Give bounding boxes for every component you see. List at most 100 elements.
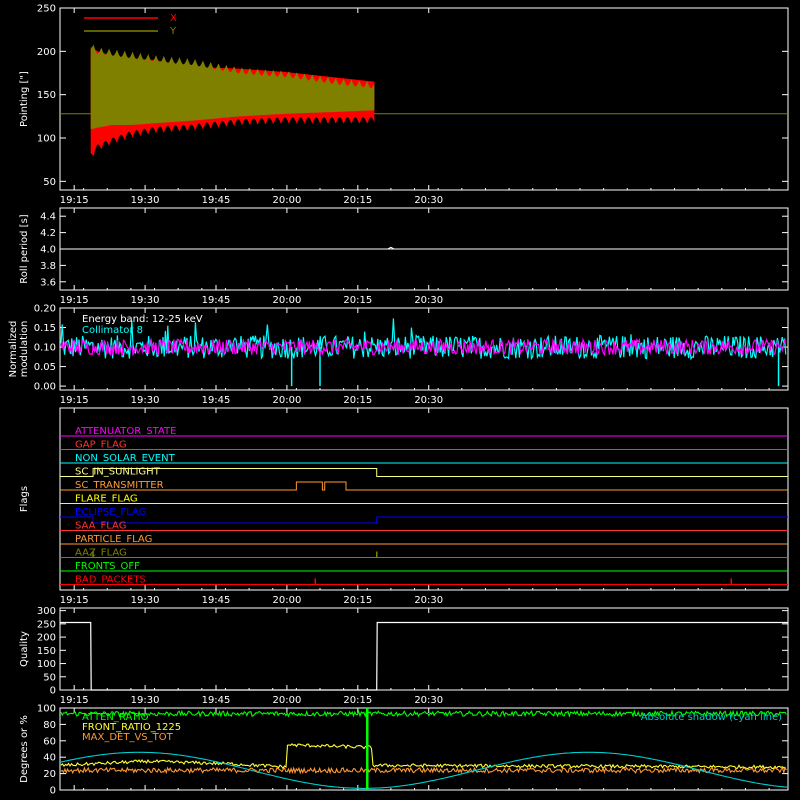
flag-label-sc-in-sunlight: SC_IN_SUNLIGHT <box>75 467 161 478</box>
y-axis-label: Roll period [s] <box>19 214 30 283</box>
panel-frame <box>59 307 789 391</box>
y-tick-label: 50 <box>43 672 56 683</box>
x-tick-label: 20:30 <box>414 595 443 606</box>
y-tick-label: 250 <box>37 619 56 630</box>
flag-label-eclipse-flag: ECLIPSE_FLAG <box>75 507 146 518</box>
y-tick-label: 3.8 <box>40 261 56 272</box>
panel-frame <box>59 407 789 591</box>
panel-frame <box>59 707 789 791</box>
quality-panel: 19:15 19:30 19:45 20:00 20:15 20:30 Quality 0 50… <box>19 606 789 706</box>
y-tick-label: 60 <box>43 736 56 747</box>
pointing-band-y <box>90 44 375 130</box>
x-tick-label: 20:00 <box>272 295 301 306</box>
y-axis-label: Degrees or % <box>19 715 30 783</box>
y-tick-label: 0.05 <box>34 362 56 373</box>
x-tick-label: 19:30 <box>131 695 160 706</box>
x-tick-label: 20:15 <box>343 295 372 306</box>
flag-label-fronts-off: FRONTS_OFF <box>75 561 140 572</box>
ratio-series-max-det-vs-tot <box>60 766 787 775</box>
x-tick-label: 19:15 <box>60 395 89 406</box>
ratio-series-atten-ratio <box>60 709 787 719</box>
y-axis-label: modulation <box>19 321 30 378</box>
x-tick-label: 19:15 <box>60 695 89 706</box>
flag-label-gap-flag: GAP_FLAG <box>75 440 127 451</box>
flag-label-sc-transmitter: SC_TRANSMITTER <box>75 480 164 491</box>
y-tick-label: 250 <box>37 4 56 15</box>
x-tick-label: 19:30 <box>131 595 160 606</box>
x-tick-label: 20:15 <box>343 595 372 606</box>
flag-line-sc-transmitter <box>60 481 788 491</box>
x-tick-label: 19:45 <box>202 395 231 406</box>
roll-period-panel: 19:15 19:30 19:45 20:00 20:15 20:30 Roll perio… <box>19 207 789 306</box>
flag-line-eclipse-flag <box>60 516 788 524</box>
ratio-series-front-ratio-1225 <box>60 743 786 770</box>
y-tick-label: 0.15 <box>34 323 56 334</box>
y-tick-label: 300 <box>37 606 56 617</box>
ratio-series-shadow <box>59 751 789 789</box>
x-tick-label: 19:15 <box>60 195 89 206</box>
y-tick-label: 150 <box>37 646 56 657</box>
flag-label-flare-flag: FLARE_FLAG <box>75 494 138 505</box>
y-tick-label: 100 <box>37 704 56 715</box>
y-tick-label: 40 <box>43 753 56 764</box>
y-axis-label: Flags <box>19 486 30 512</box>
legend-label-y: Y <box>169 26 177 37</box>
x-tick-label: 19:15 <box>60 295 89 306</box>
ratio-legend-front-ratio-1225: FRONT_RATIO_1225 <box>82 722 181 733</box>
y-tick-label: 100 <box>37 659 56 670</box>
x-tick-label: 20:30 <box>414 395 443 406</box>
x-tick-label: 20:15 <box>343 195 372 206</box>
y-tick-label: 200 <box>37 47 56 58</box>
x-tick-label: 20:30 <box>414 295 443 306</box>
y-tick-label: 200 <box>37 633 56 644</box>
y-tick-label: 4.4 <box>40 212 56 223</box>
x-tick-label: 19:45 <box>202 195 231 206</box>
y-tick-label: 4.2 <box>40 228 56 239</box>
pointing-panel: 19:15 19:30 19:45 20:00 20:15 20:30 Pointing [… <box>19 4 789 206</box>
x-tick-label: 19:45 <box>202 595 231 606</box>
x-tick-label: 20:15 <box>343 395 372 406</box>
x-tick-label: 19:30 <box>131 295 160 306</box>
x-tick-label: 20:00 <box>272 595 301 606</box>
y-tick-label: 50 <box>43 177 56 188</box>
x-tick-label: 19:45 <box>202 295 231 306</box>
modulation-series-0 <box>60 318 787 361</box>
flag-label-particle-flag: PARTICLE_FLAG <box>75 534 152 545</box>
x-tick-label: 19:45 <box>202 695 231 706</box>
modulation-series-1 <box>60 337 786 357</box>
flag-label-non-solar-event: NON_SOLAR_EVENT <box>75 453 176 464</box>
y-tick-label: 80 <box>43 720 56 731</box>
y-tick-label: 0.20 <box>34 304 56 315</box>
legend-label-x: X <box>170 13 177 24</box>
x-tick-label: 19:30 <box>131 395 160 406</box>
x-tick-label: 20:00 <box>272 195 301 206</box>
flag-label-aaz-flag: AAZ_FLAG <box>75 548 127 559</box>
y-tick-label: 0.00 <box>34 382 56 393</box>
x-tick-label: 20:30 <box>414 695 443 706</box>
roll-period-blip <box>387 246 395 250</box>
panel-frame <box>59 7 789 191</box>
x-tick-label: 19:30 <box>131 195 160 206</box>
flag-label-bad-packets: BAD_PACKETS <box>75 575 146 586</box>
energy-band-annotation: Energy band: 12-25 keV <box>82 314 203 325</box>
x-tick-label: 20:30 <box>414 195 443 206</box>
flags-panel: 19:15 19:30 19:45 20:00 20:15 20:30 Flags ATTEN… <box>19 407 789 606</box>
collimator-annotation: Collimator 8 <box>82 325 143 336</box>
y-tick-label: 100 <box>37 134 56 145</box>
x-tick-label: 20:00 <box>272 695 301 706</box>
x-tick-label: 19:15 <box>60 595 89 606</box>
x-tick-label: 20:15 <box>343 695 372 706</box>
y-tick-label: 20 <box>43 769 56 780</box>
shadow-note: Absolute shadow (cyan line) <box>641 712 782 723</box>
y-axis-label: Quality <box>19 631 30 667</box>
modulation-panel: 19:15 19:30 19:45 20:00 20:15 20:30 Normalized… <box>8 304 789 406</box>
y-tick-label: 0 <box>50 786 56 797</box>
flag-label-attenuator-state: ATTENUATOR_STATE <box>75 426 176 437</box>
ratios-panel: Degrees or % 0 20 40 60 80 100 ATTEN_RATIOFRONT… <box>19 704 789 797</box>
y-tick-label: 4.0 <box>40 245 56 256</box>
y-tick-label: 0.10 <box>34 343 56 354</box>
y-tick-label: 3.6 <box>40 277 56 288</box>
ratio-legend-atten-ratio: ATTEN_RATIO <box>82 712 149 723</box>
